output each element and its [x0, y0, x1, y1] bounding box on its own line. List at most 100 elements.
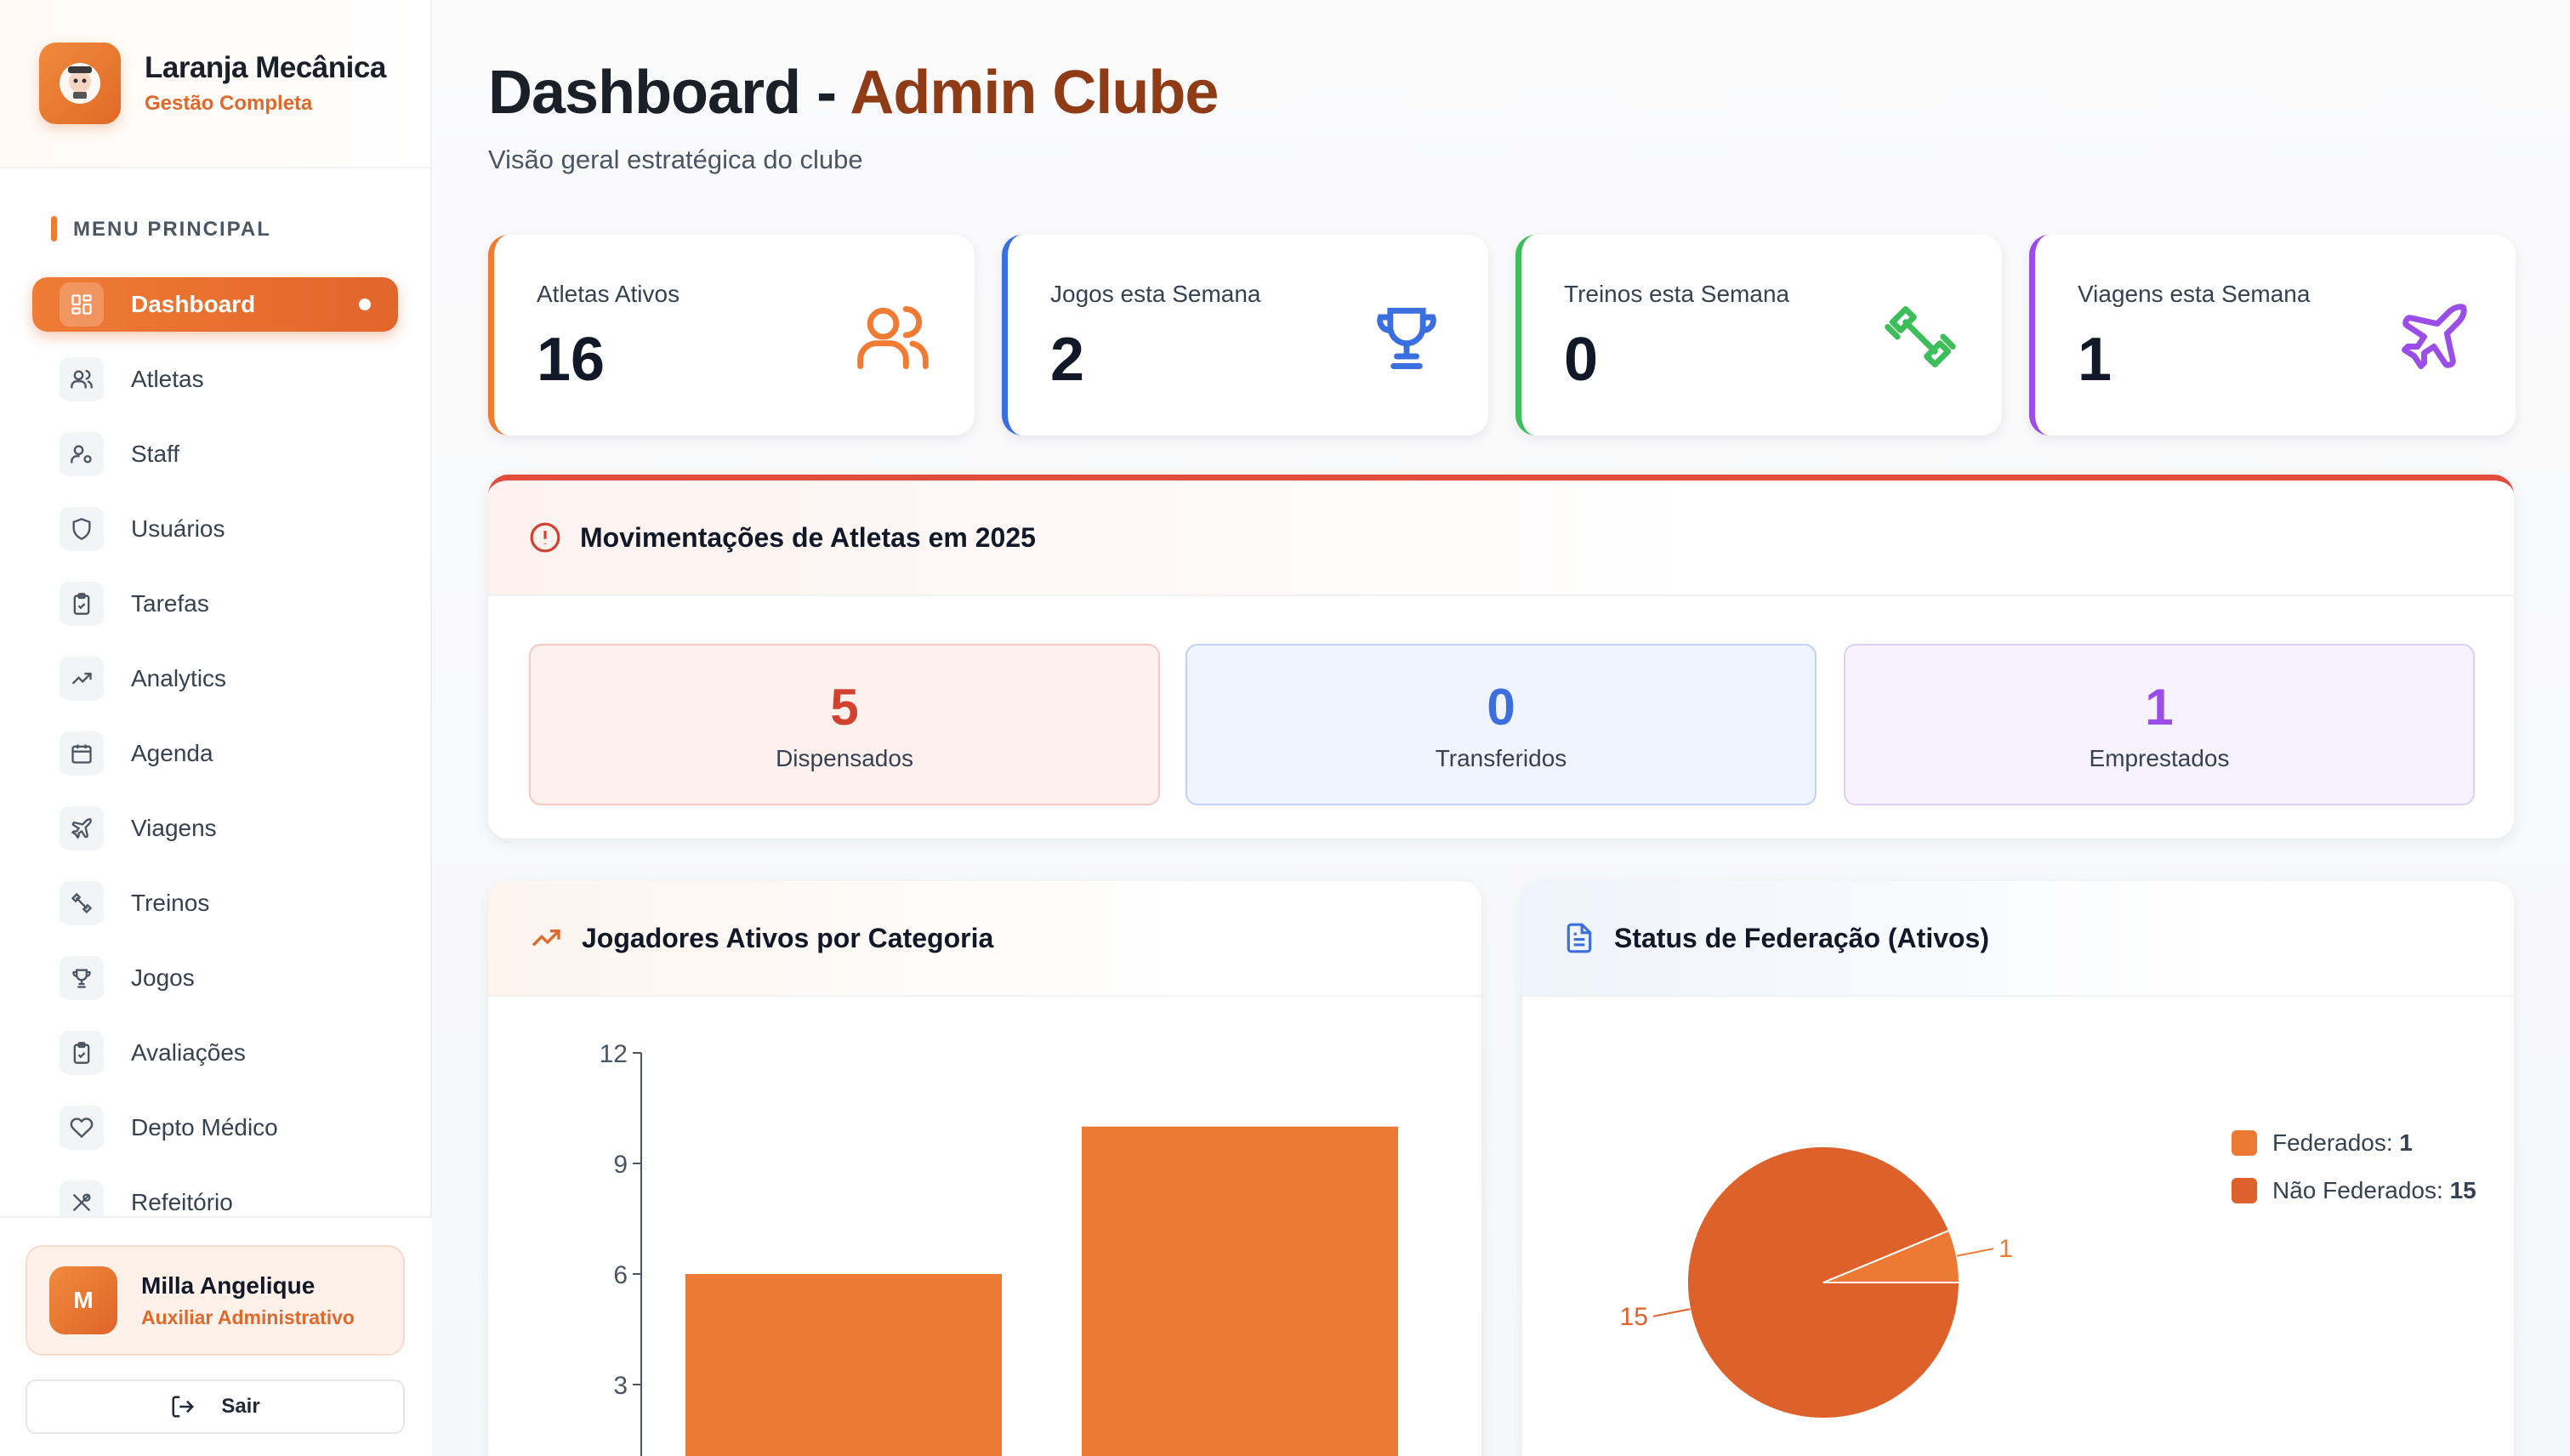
- movement-card-dispensados[interactable]: 5 Dispensados: [529, 644, 1160, 805]
- movement-value: 5: [830, 678, 859, 736]
- clipboard-check-icon: [60, 582, 104, 626]
- sidebar-item-analytics[interactable]: Analytics: [32, 651, 398, 706]
- heart-icon: [60, 1106, 104, 1150]
- page-subtitle: Visão geral estratégica do clube: [488, 145, 863, 174]
- plane-icon: [60, 806, 104, 850]
- federation-chart-header: Status de Federação (Ativos): [1522, 881, 2514, 997]
- sidebar-item-label: Dashboard: [131, 291, 256, 317]
- stat-card-viagens-semana[interactable]: Viagens esta Semana 1: [2029, 235, 2516, 435]
- federation-pie-chart: 1 15: [1620, 1146, 2013, 1419]
- trophy-icon: [1367, 298, 1446, 380]
- movement-card-transferidos[interactable]: 0 Transferidos: [1185, 644, 1817, 805]
- legend-value: 15: [2449, 1177, 2476, 1203]
- y-tick-label: 12: [600, 1040, 628, 1068]
- alert-circle-icon: [530, 522, 560, 553]
- shield-icon: [60, 507, 104, 551]
- pie-slice-label: 1: [1999, 1235, 2013, 1263]
- sidebar-item-treinos[interactable]: Treinos: [32, 876, 398, 930]
- menu-heading: MENU PRINCIPAL: [51, 216, 271, 242]
- sidebar-item-jogos[interactable]: Jogos: [32, 951, 398, 1005]
- bar[interactable]: [1082, 1126, 1398, 1456]
- page-title-accent: Admin Clube: [850, 59, 1219, 127]
- sidebar-item-label: Avaliações: [131, 1039, 246, 1066]
- movement-value: 0: [1487, 678, 1515, 736]
- logout-button[interactable]: Sair: [26, 1379, 405, 1434]
- stat-value: 16: [537, 326, 606, 394]
- pie-label-leader: [1652, 1308, 1691, 1317]
- calendar-icon: [60, 731, 104, 776]
- brand-title: Laranja Mecânica: [145, 51, 386, 84]
- user-card[interactable]: M Milla Angelique Auxiliar Administrativ…: [26, 1245, 405, 1356]
- sidebar-item-staff[interactable]: Staff: [32, 427, 398, 481]
- y-tick-label: 9: [613, 1151, 628, 1179]
- sidebar-item-label: Tarefas: [131, 590, 209, 617]
- users-icon: [854, 298, 932, 380]
- stat-value: 2: [1050, 326, 1085, 394]
- legend-item-federados[interactable]: Federados: 1: [2232, 1126, 2504, 1160]
- avatar: M: [49, 1266, 117, 1334]
- stat-card-treinos-semana[interactable]: Treinos esta Semana 0: [1515, 235, 2002, 435]
- sidebar-item-usuarios[interactable]: Usuários: [32, 502, 398, 556]
- movement-card-emprestados[interactable]: 1 Emprestados: [1844, 644, 2475, 805]
- clipboard-icon: [60, 1031, 104, 1075]
- brand-subtitle: Gestão Completa: [145, 92, 313, 115]
- movements-header: Movimentações de Atletas em 2025: [488, 481, 2514, 596]
- logout-label: Sair: [221, 1395, 260, 1418]
- sidebar-item-avaliacoes[interactable]: Avaliações: [32, 1026, 398, 1080]
- sidebar-item-agenda[interactable]: Agenda: [32, 726, 398, 781]
- dumbbell-icon: [60, 881, 104, 925]
- main-menu: Dashboard Atletas Staff Usuários Tare: [32, 277, 398, 1250]
- sidebar-item-dashboard[interactable]: Dashboard: [32, 277, 398, 332]
- dumbbell-icon: [1881, 298, 1959, 380]
- category-bar-chart: 3 6 9 12: [600, 1040, 1398, 1456]
- movement-value: 1: [2145, 678, 2174, 736]
- pie-slice[interactable]: [1686, 1146, 1961, 1419]
- federation-chart-panel: Status de Federação (Ativos) 1 15 Federad…: [1522, 881, 2514, 1456]
- federation-chart-title: Status de Federação (Ativos): [1614, 922, 1989, 953]
- sidebar-item-label: Jogos: [131, 964, 195, 991]
- stat-label: Viagens esta Semana: [2078, 281, 2311, 307]
- sidebar-item-atletas[interactable]: Atletas: [32, 352, 398, 407]
- movement-label: Dispensados: [776, 744, 913, 771]
- movements-title: Movimentações de Atletas em 2025: [580, 521, 1036, 553]
- stat-label: Jogos esta Semana: [1050, 281, 1261, 307]
- trending-up-icon: [532, 930, 560, 947]
- movements-panel: Movimentações de Atletas em 2025 5 Dispe…: [488, 475, 2514, 839]
- movement-label: Transferidos: [1435, 744, 1567, 771]
- category-chart-panel: Jogadores Ativos por Categoria 3 6 9 12: [488, 881, 1481, 1456]
- stat-card-atletas-ativos[interactable]: Atletas Ativos 16: [488, 235, 975, 435]
- legend-label: Federados:: [2272, 1129, 2400, 1156]
- y-tick-label: 3: [613, 1372, 628, 1400]
- stat-value: 1: [2078, 326, 2112, 394]
- user-name: Milla Angelique: [141, 1271, 316, 1299]
- sidebar-item-label: Treinos: [131, 890, 210, 916]
- stat-card-jogos-semana[interactable]: Jogos esta Semana 2: [1002, 235, 1488, 435]
- sidebar-item-label: Depto Médico: [131, 1114, 278, 1140]
- legend-label: Não Federados:: [2272, 1177, 2450, 1203]
- stat-value: 0: [1564, 326, 1599, 394]
- user-role: Auxiliar Administrativo: [141, 1305, 355, 1328]
- bar[interactable]: [685, 1274, 1002, 1456]
- category-chart-title: Jogadores Ativos por Categoria: [582, 922, 994, 953]
- grid-icon: [60, 282, 104, 327]
- sidebar-item-label: Refeitório: [131, 1189, 233, 1215]
- sidebar-item-tarefas[interactable]: Tarefas: [32, 577, 398, 631]
- sidebar-item-viagens[interactable]: Viagens: [32, 801, 398, 856]
- sidebar: Laranja Mecânica Gestão Completa MENU PR…: [0, 0, 432, 1456]
- brand-header: Laranja Mecânica Gestão Completa: [0, 0, 430, 168]
- sidebar-footer: M Milla Angelique Auxiliar Administrativ…: [0, 1216, 432, 1456]
- sidebar-item-label: Usuários: [131, 515, 225, 542]
- stat-label: Treinos esta Semana: [1564, 281, 1790, 307]
- legend-swatch: [2232, 1130, 2257, 1156]
- sidebar-item-label: Atletas: [131, 366, 204, 392]
- active-indicator: [359, 299, 371, 310]
- user-cog-icon: [60, 432, 104, 476]
- logo-icon[interactable]: [39, 43, 121, 124]
- page-title: Dashboard - Admin Clube: [488, 58, 1219, 128]
- sidebar-item-label: Staff: [131, 441, 180, 467]
- sidebar-item-depto-medico[interactable]: Depto Médico: [32, 1101, 398, 1155]
- pie-legend: Federados: 1 Não Federados: 15: [2232, 1126, 2504, 1208]
- legend-item-nao-federados[interactable]: Não Federados: 15: [2232, 1174, 2504, 1208]
- legend-value: 1: [2399, 1129, 2413, 1156]
- main-content: Dashboard - Admin Clube Visão geral estr…: [432, 0, 2570, 1456]
